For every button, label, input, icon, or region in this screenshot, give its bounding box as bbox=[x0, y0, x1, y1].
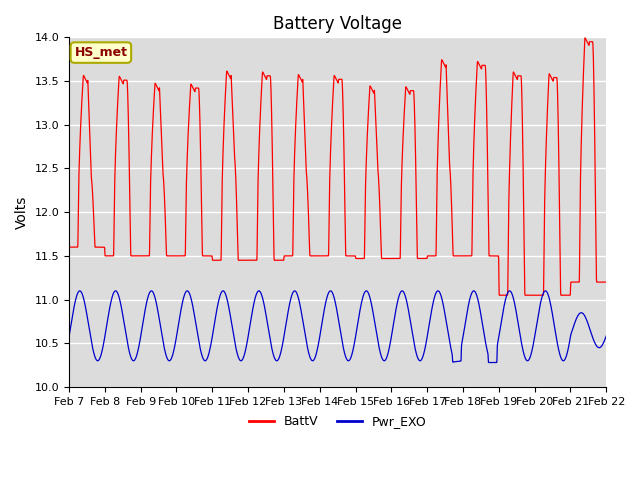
Y-axis label: Volts: Volts bbox=[15, 195, 29, 229]
BattV bbox=[458, 253, 465, 259]
Pwr_EXO bbox=[473, 293, 481, 299]
Line: BattV: BattV bbox=[69, 38, 606, 295]
BattV bbox=[473, 68, 481, 73]
BattV bbox=[495, 292, 503, 298]
Pwr_EXO bbox=[65, 333, 73, 339]
BattV bbox=[65, 244, 73, 250]
Line: Pwr_EXO: Pwr_EXO bbox=[69, 291, 606, 362]
BattV bbox=[319, 253, 327, 259]
Pwr_EXO bbox=[76, 288, 84, 294]
BattV bbox=[248, 257, 255, 263]
BattV bbox=[581, 35, 589, 41]
BattV bbox=[573, 279, 581, 285]
Title: Battery Voltage: Battery Voltage bbox=[273, 15, 402, 33]
Legend: BattV, Pwr_EXO: BattV, Pwr_EXO bbox=[244, 410, 432, 433]
Pwr_EXO bbox=[580, 312, 588, 317]
BattV bbox=[602, 279, 610, 285]
BattV bbox=[580, 61, 588, 67]
Pwr_EXO bbox=[602, 333, 610, 339]
Pwr_EXO bbox=[248, 312, 255, 318]
Text: HS_met: HS_met bbox=[74, 46, 127, 59]
Pwr_EXO bbox=[573, 314, 581, 320]
Pwr_EXO bbox=[485, 360, 493, 365]
Pwr_EXO bbox=[458, 340, 466, 346]
Pwr_EXO bbox=[319, 312, 327, 318]
